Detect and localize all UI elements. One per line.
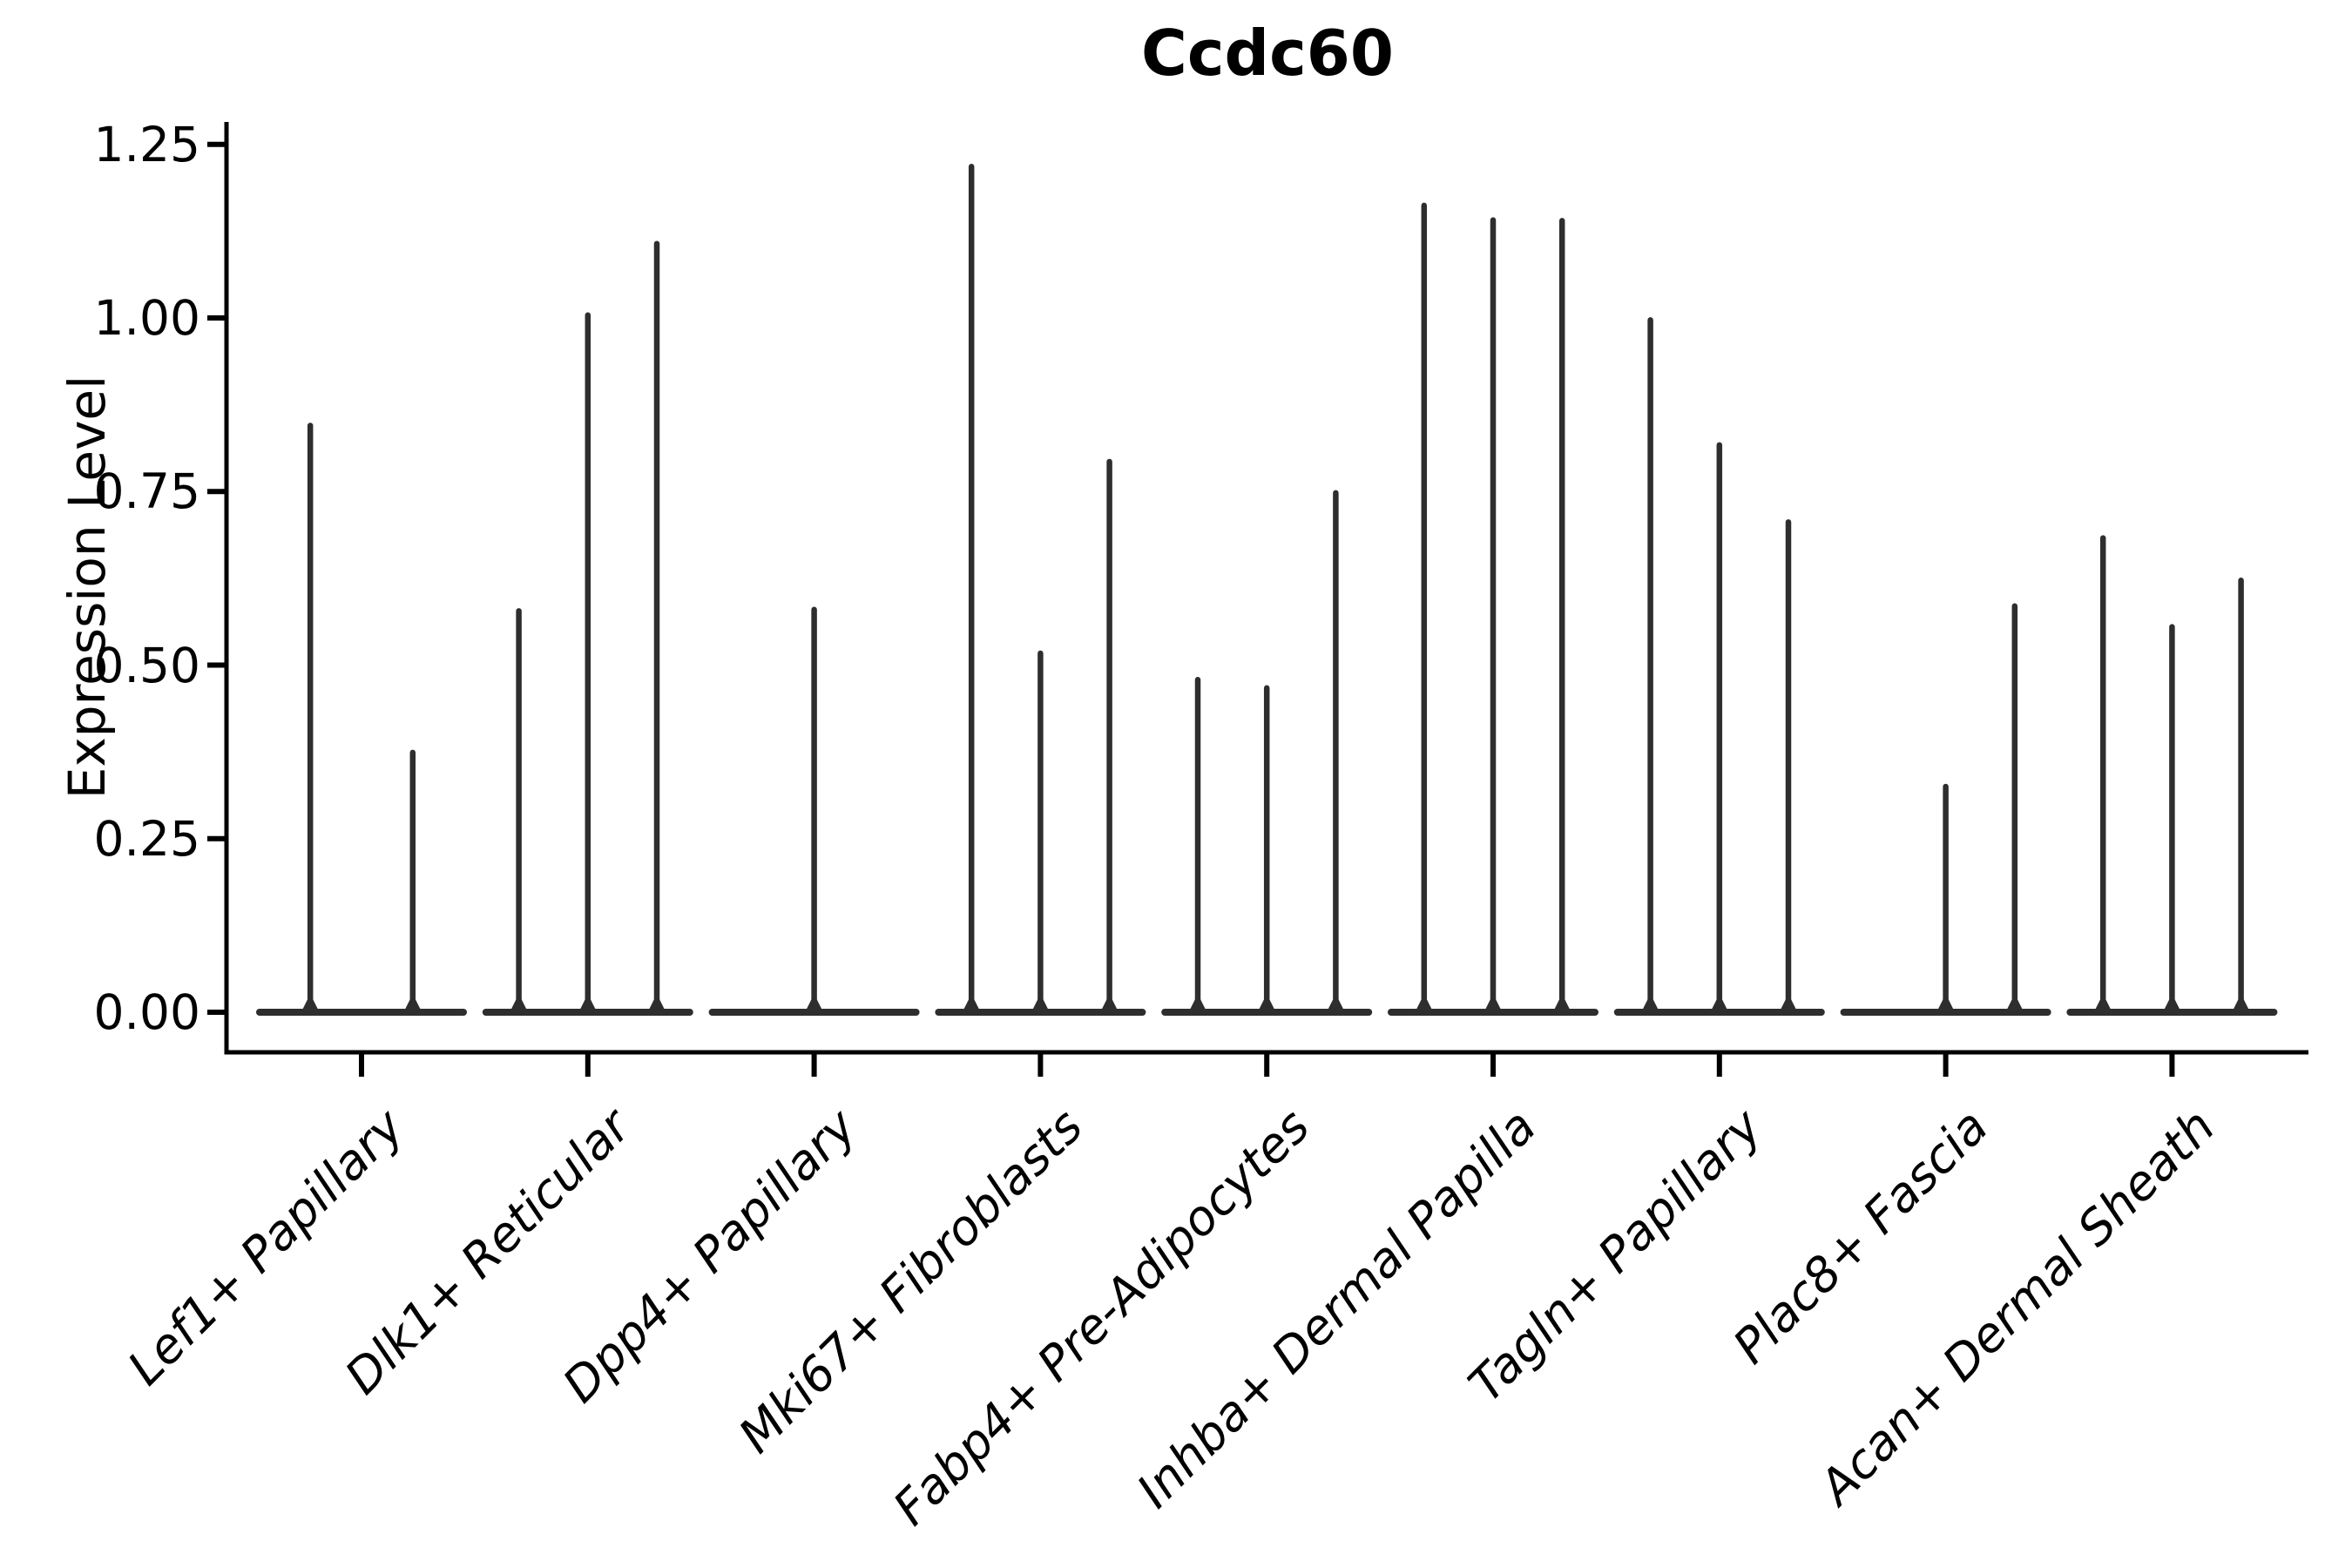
violin-spike-foot [1256,999,1278,1015]
x-ticks [359,1052,2175,1077]
y-tick-label: 0.00 [93,984,200,1040]
violin-spike-foot [646,999,667,1015]
violin-spike-foot [1098,999,1120,1015]
violin-group [2066,535,2278,1016]
violin-spike-foot [1639,999,1661,1015]
violin-spike-foot [1030,999,1051,1015]
y-tick-label: 0.75 [93,463,200,520]
violin-group [708,606,920,1016]
violin-group [1840,603,2051,1016]
violin-group [482,240,693,1016]
violin-group [256,422,467,1016]
y-axis-label: Expression Level [57,375,117,800]
violin-spike-foot [2161,999,2183,1015]
violin-spike-foot [2092,999,2114,1015]
y-tick-label: 0.50 [93,637,200,693]
violin-spike-foot [1483,999,1504,1015]
violin-spike-foot [1325,999,1347,1015]
violin-spike-foot [1187,999,1208,1015]
violin-spike-foot [1778,999,1799,1015]
violin-spike-foot [2004,999,2025,1015]
violin-group [935,164,1146,1016]
violin-spike-foot [961,999,983,1015]
violin-spike-foot [1708,999,1730,1015]
violins [256,164,2278,1016]
y-ticks [207,141,226,1015]
y-tick-label: 1.00 [93,290,200,346]
violin-spike-foot [1413,999,1435,1015]
violin-spike-foot [1551,999,1573,1015]
violin-spike-foot [508,999,530,1015]
violin-group [1613,317,1825,1016]
violin-spike-foot [577,999,598,1015]
violin-spike-foot [1935,999,1957,1015]
chart-title: Ccdc60 [1141,17,1394,90]
violin-spike-foot [402,999,423,1015]
violin-spike-foot [300,999,321,1015]
violin-spike-foot [803,999,825,1015]
y-tick-label: 1.25 [93,116,200,172]
violin-spike-foot [2230,999,2252,1015]
violin-group [1161,490,1373,1016]
y-tick-label: 0.25 [93,810,200,867]
violin-group [1388,202,1598,1016]
